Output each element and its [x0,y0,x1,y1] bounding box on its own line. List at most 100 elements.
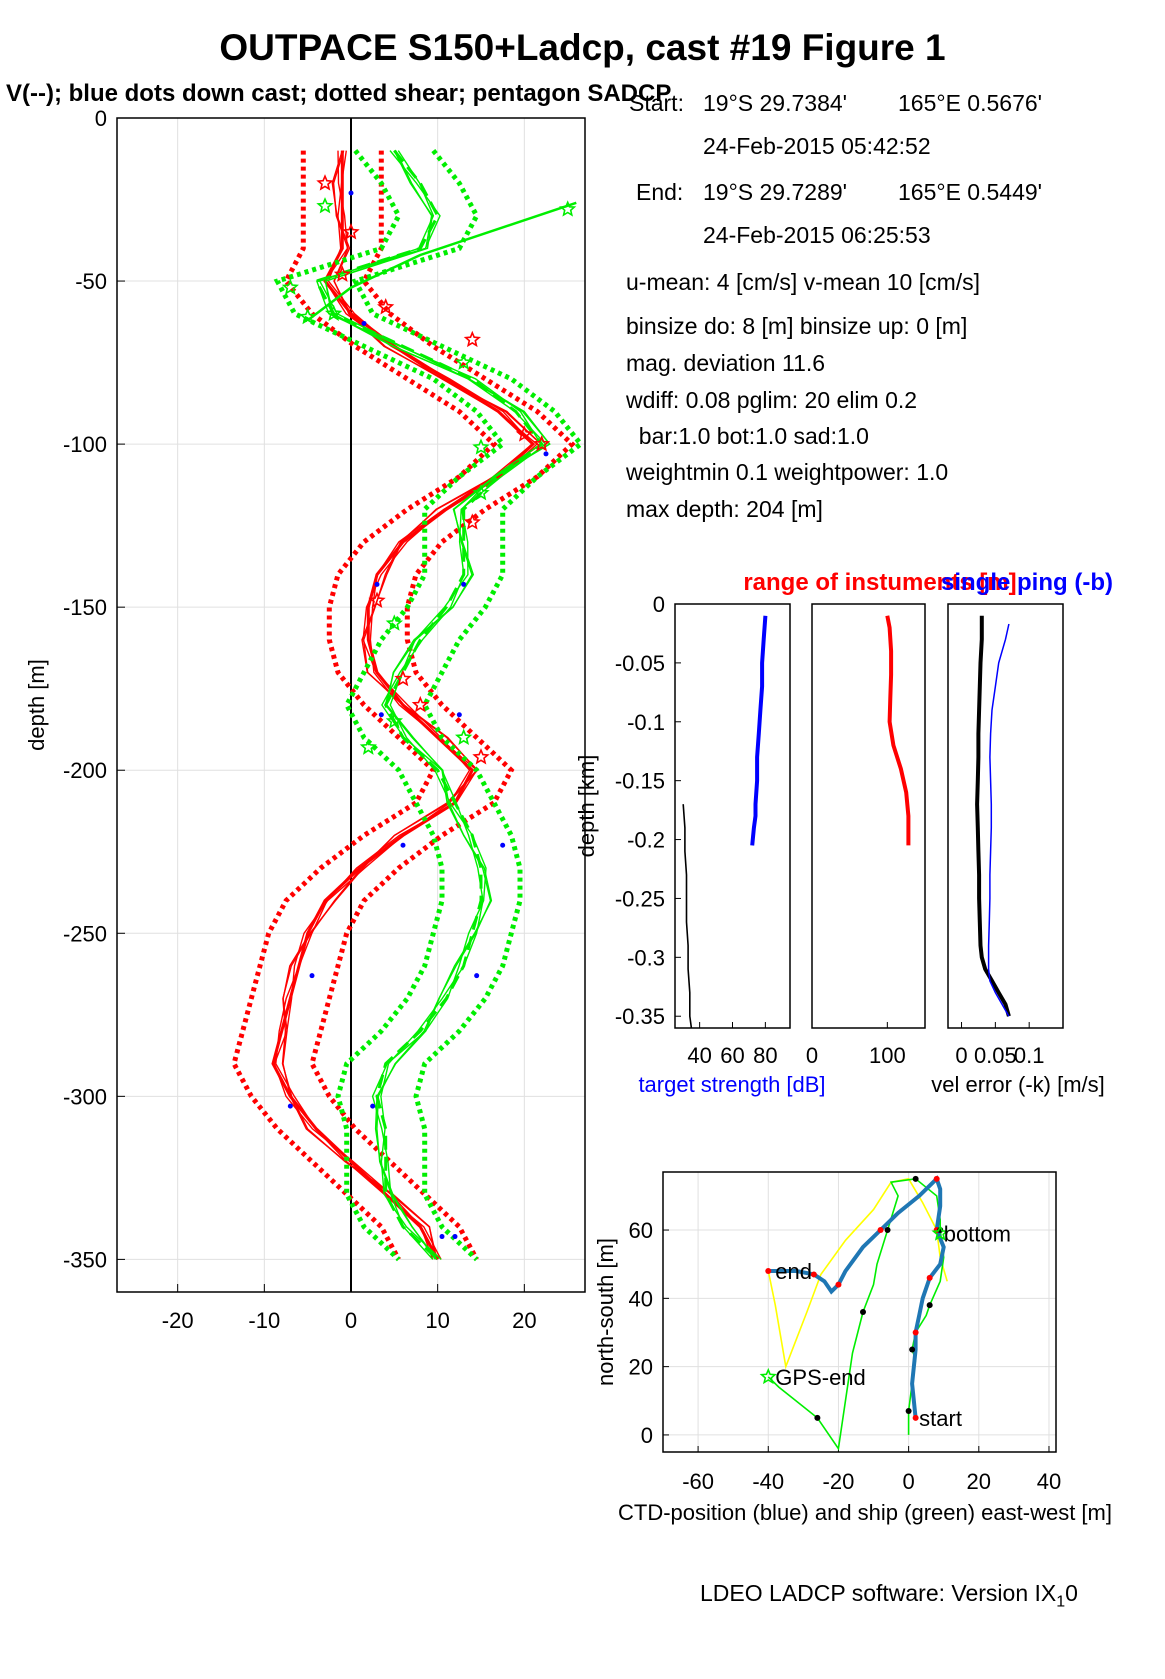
instrument-range-line [975,615,1011,1017]
ctd-marker [912,1329,919,1336]
start-lat: 19°S 29.7384' [703,90,848,116]
single-ping-title: single ping (-b) [941,569,1113,596]
figure-title: OUTPACE S150+Ladcp, cast #19 Figure 1 [219,27,946,68]
sadcp-pentagon-marker [455,353,473,370]
y-tick-label: 0 [641,1423,653,1448]
instrument-range-line [885,615,911,846]
y-axis-label: north-south [m] [593,1238,618,1386]
x-tick-label: 40 [687,1043,711,1068]
mag-deviation: mag. deviation 11.6 [626,350,826,376]
downcast-dot [461,581,467,587]
ship-marker [860,1309,867,1315]
downcast-dot [374,581,380,587]
footer-subscript: 1 [1056,1593,1066,1611]
y-tick-label: -50 [75,269,107,294]
sadcp-pentagon-marker [463,513,481,530]
footer-version: LDEO LADCP software: Version IX10 [700,1580,1078,1612]
x-tick-label: -20 [162,1308,194,1333]
v-ensemble-line [318,150,547,1260]
x-tick-label: 20 [967,1469,991,1494]
y-tick-label: -150 [63,595,107,620]
map-label: start [919,1406,962,1431]
u-ensemble-line [282,150,543,1260]
figure-subtitle: V(--); blue dots down cast; dotted shear… [6,80,672,107]
y-tick-label: -0.2 [627,828,665,853]
v-shear-envelope [273,149,507,1262]
sadcp-pentagon-marker [515,425,534,442]
y-tick-label: -0.3 [627,945,665,970]
sadcp-pentagon-marker [324,304,343,321]
instrument-range-line [750,615,768,846]
ctd-marker [877,1227,884,1234]
downcast-dot [361,320,367,326]
ctd-marker [912,1414,919,1421]
instrument-panel-frame [674,603,791,1029]
sadcp-line [306,201,577,322]
end-lon: 165°E 0.5449' [898,179,1043,205]
u-ensemble-line [275,150,538,1260]
u-shear-envelope [309,150,576,1261]
y-tick-label: -250 [63,921,107,946]
x-tick-label: 80 [753,1043,777,1068]
sadcp-pentagon-marker [359,738,377,755]
y-tick-label: -0.05 [615,651,665,676]
ship-marker [912,1175,919,1182]
velocity-plot-frame [116,117,586,1293]
downcast-dot [543,451,549,457]
sadcp-pentagon-marker [472,438,490,455]
downcast-dot [474,973,480,979]
y-axis-label: depth [m] [24,659,49,751]
instrument-range-line [987,623,1010,1017]
y-axis-label: depth [km] [574,755,599,858]
y-tick-label: 20 [629,1355,653,1380]
y-tick-label: -0.25 [615,886,665,911]
mean-velocity: u-mean: 4 [cm/s] v-mean 10 [cm/s] [626,269,981,295]
x-tick-label: 40 [1037,1469,1061,1494]
x-tick-label: -10 [248,1308,280,1333]
binsize-info: binsize do: 8 [m] binsize up: 0 [m] [626,313,968,339]
range-title: range of instuments [m] [743,569,1016,596]
downcast-dot [287,1103,293,1109]
sadcp-pentagon-marker [368,591,386,608]
downcast-dot [348,190,354,196]
y-tick-label: -350 [63,1247,107,1272]
downcast-dot [452,1234,458,1240]
x-tick-label: 20 [512,1308,536,1333]
start-lon: 165°E 0.5676' [898,90,1043,116]
x-tick-label: 0.05 [974,1043,1017,1068]
instrument-range-line [682,804,693,1029]
x-tick-label: 10 [425,1308,449,1333]
ctd-marker [835,1281,842,1288]
sadcp-pentagon-marker [281,278,299,295]
bottom-star-marker [931,1224,949,1241]
downcast-dot [500,842,506,848]
y-tick-label: -0.35 [615,1004,665,1029]
start-time: 24-Feb-2015 05:42:52 [703,133,931,159]
ctd-marker [926,1274,933,1281]
ship-marker [905,1408,912,1415]
sadcp-pentagon-marker [454,728,473,745]
downcast-dot [309,973,315,979]
sadcp-pentagon-marker [385,712,404,729]
ship-marker [909,1346,916,1353]
sadcp-pentagon-marker [298,307,317,325]
y-tick-label: 0 [95,106,107,131]
map-label: GPS-end [775,1365,866,1390]
downcast-dot [400,842,406,848]
x-tick-label: -40 [752,1469,784,1494]
sadcp-pentagon-marker [472,748,490,765]
end-time: 24-Feb-2015 06:25:53 [703,222,931,248]
y-tick-label: -0.1 [627,710,665,735]
y-tick-label: -300 [63,1084,107,1109]
map-label: end [775,1259,812,1284]
sadcp-pentagon-marker [316,197,334,214]
sadcp-pentagon-marker [333,265,352,282]
max-depth: max depth: 204 [m] [626,496,823,522]
y-tick-label: 0 [653,592,665,617]
target-strength-label: target strength [dB] [638,1072,825,1097]
bar-info: bar:1.0 bot:1.0 sad:1.0 [626,423,869,449]
u-shear-envelope [231,150,498,1261]
sadcp-pentagon-marker [532,434,551,452]
end-label: End: [636,179,684,205]
ship-marker [884,1227,891,1234]
